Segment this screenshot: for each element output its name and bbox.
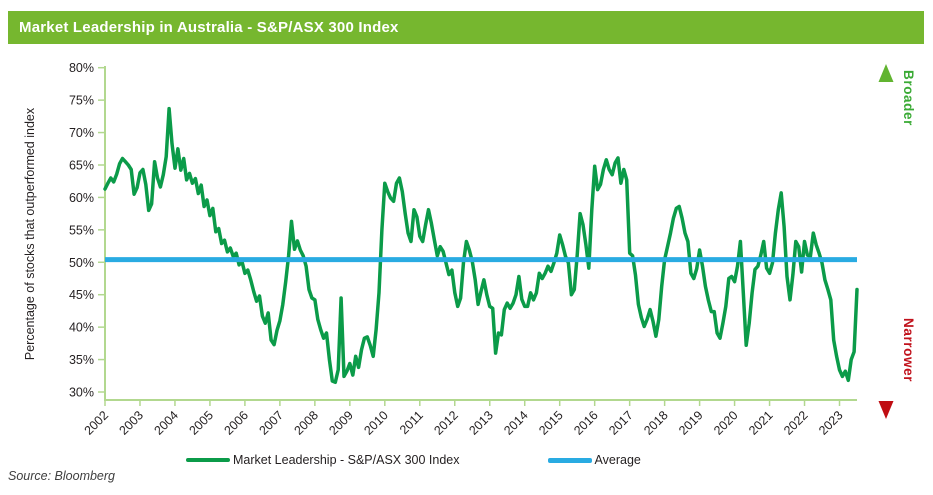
y-tick-label: 60% [69,191,94,205]
y-tick-label: 80% [69,61,94,75]
x-tick-label: 2020 [711,408,741,438]
narrower-annotation: Narrower [901,318,916,383]
x-tick-label: 2019 [676,408,706,438]
chart-legend: Market Leadership - S&P/ASX 300 Index Av… [186,453,641,467]
broader-annotation: Broader [901,70,916,126]
legend-line-swatch-blue [547,457,592,463]
x-tick-label: 2021 [746,408,776,438]
page-title: Market Leadership in Australia - S&P/ASX… [19,19,399,36]
x-tick-label: 2008 [291,408,321,438]
x-tick-label: 2014 [501,408,531,438]
y-tick-label: 35% [69,353,94,367]
x-tick-label: 2022 [781,408,811,438]
x-tick-label: 2003 [117,408,147,438]
y-tick-label: 70% [69,126,94,140]
y-tick-label: 50% [69,256,94,270]
x-tick-label: 2023 [816,408,846,438]
legend-label: Average [594,453,641,467]
legend-label: Market Leadership - S&P/ASX 300 Index [233,453,460,467]
x-tick-label: 2016 [571,408,601,438]
y-tick-label: 65% [69,158,94,172]
x-tick-label: 2006 [221,408,251,438]
x-tick-label: 2017 [606,408,636,438]
x-tick-label: 2012 [431,408,461,438]
arrow-down-icon [878,401,894,419]
y-tick-label: 45% [69,288,94,302]
y-tick-label: 75% [69,94,94,108]
source-attribution: Source: Bloomberg [8,469,116,483]
arrow-up-icon [878,64,894,82]
x-tick-label: 2005 [186,408,216,438]
y-tick-label: 30% [69,386,94,400]
legend-line-swatch-green [186,458,230,462]
x-tick-label: 2002 [82,408,112,438]
x-tick-label: 2015 [536,408,566,438]
legend-item-market-leadership: Market Leadership - S&P/ASX 300 Index [186,453,460,467]
x-tick-label: 2009 [326,408,356,438]
y-tick-label: 55% [69,223,94,237]
y-tick-label: 40% [69,321,94,335]
x-tick-label: 2011 [397,408,426,437]
x-tick-label: 2013 [466,408,496,438]
x-tick-label: 2010 [361,408,391,438]
legend-item-average: Average [547,453,641,467]
x-tick-label: 2007 [256,408,286,438]
x-tick-label: 2004 [152,408,182,438]
y-axis-title: Percentage of stocks that outperformed i… [23,107,37,360]
chart-title-bar: Market Leadership in Australia - S&P/ASX… [8,11,924,44]
market-leadership-line [103,106,859,385]
x-tick-label: 2018 [641,408,671,438]
